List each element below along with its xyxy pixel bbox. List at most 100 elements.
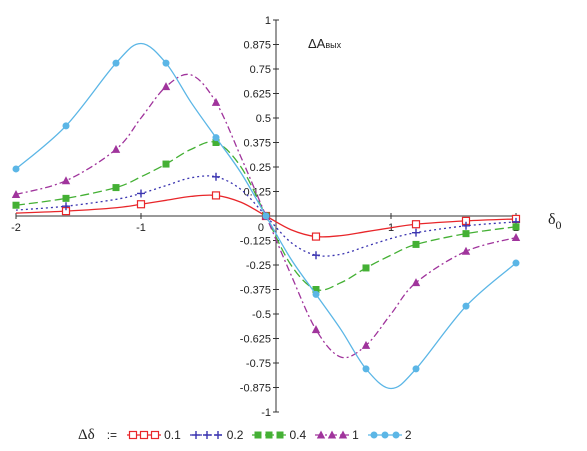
y-tick-label: 0.75	[250, 64, 271, 76]
y-tick-label: 0.375	[243, 138, 271, 150]
legend-marker	[265, 431, 273, 439]
data-point	[136, 200, 146, 209]
legend-marker	[150, 430, 160, 440]
data-point	[212, 172, 220, 181]
data-point	[462, 221, 470, 230]
legend-swatch	[367, 431, 402, 439]
y-tick-label: -0.125	[240, 236, 271, 248]
data-point	[361, 340, 371, 349]
legend-items: 0.1 0.2 0.4 1 2	[127, 428, 420, 442]
data-point	[11, 189, 21, 198]
y-tick-label: 0.625	[243, 89, 271, 101]
data-point	[362, 365, 370, 373]
y-tick-label: 1	[265, 15, 271, 27]
y-tick-label: -0.25	[246, 260, 271, 272]
legend-item: 2	[367, 428, 412, 442]
legend-marker	[381, 431, 389, 439]
data-point	[162, 59, 170, 67]
series-line	[15, 73, 517, 359]
data-point	[62, 194, 70, 202]
legend-marker	[202, 431, 211, 439]
data-point	[162, 160, 170, 168]
legend-marker	[139, 430, 149, 440]
data-point	[62, 202, 70, 211]
y-tick-label: 0.5	[256, 113, 271, 125]
legend-marker	[370, 431, 378, 439]
legend-label: 2	[404, 428, 412, 442]
x-tick-label: -2	[11, 222, 21, 234]
legend-marker	[213, 431, 222, 439]
x-axis-label: δ0	[548, 211, 562, 232]
legend-marker	[254, 431, 262, 439]
legend-assign: :=	[106, 428, 118, 442]
data-point	[111, 144, 121, 153]
legend-marker	[392, 431, 400, 439]
data-point	[511, 233, 521, 242]
legend-title: Δδ	[78, 426, 95, 443]
legend: Δδ := 0.1 0.2 0.4 1 2	[78, 426, 421, 444]
data-point	[412, 240, 420, 248]
series-2	[12, 42, 520, 390]
legend-item: 0.2	[189, 428, 244, 442]
data-point	[362, 264, 370, 272]
y-tick-label: -1	[261, 407, 271, 419]
legend-swatch	[189, 431, 224, 439]
data-point	[211, 97, 221, 106]
y-tick-label: 0.875	[243, 40, 271, 52]
data-point	[411, 220, 421, 229]
data-point	[311, 325, 321, 334]
data-point	[112, 184, 120, 192]
data-point	[262, 212, 270, 220]
data-point	[161, 82, 171, 91]
x-tick-label: -1	[136, 222, 146, 234]
y-tick-label: -0.875	[240, 383, 271, 395]
legend-swatch	[127, 430, 162, 440]
legend-marker	[338, 430, 348, 439]
data-point	[312, 290, 320, 298]
y-tick-label: -0.5	[252, 309, 271, 321]
data-point	[137, 189, 145, 198]
legend-swatch	[315, 430, 350, 439]
data-point	[412, 228, 420, 237]
data-point	[312, 286, 320, 293]
data-point	[212, 139, 220, 146]
data-point	[212, 134, 220, 142]
x-tick-label: 0	[258, 222, 264, 234]
y-tick-label: -0.75	[246, 358, 271, 370]
data-point	[461, 246, 471, 255]
data-point	[462, 302, 470, 310]
legend-item: 0.4	[252, 428, 306, 442]
data-point	[12, 165, 20, 173]
legend-marker	[316, 430, 326, 439]
data-point	[412, 365, 420, 373]
legend-item: 1	[315, 428, 359, 442]
series-1	[11, 73, 521, 359]
y-tick-label: -0.375	[240, 285, 271, 297]
y-tick-label: 0.25	[250, 162, 271, 174]
legend-label: 0.1	[164, 428, 181, 442]
data-point	[411, 278, 421, 287]
data-point	[512, 259, 520, 267]
legend-label: 1	[352, 428, 359, 442]
legend-swatch	[252, 431, 287, 439]
y-axis-label: ΔAвых	[308, 36, 342, 51]
data-point	[211, 191, 221, 200]
legend-marker	[128, 430, 138, 440]
data-point	[61, 176, 71, 185]
legend-item: 0.1	[127, 428, 181, 442]
legend-label: 0.4	[289, 428, 307, 442]
y-tick-label: -0.625	[240, 334, 271, 346]
legend-label: 0.2	[226, 428, 244, 442]
data-point	[62, 122, 70, 130]
data-point	[12, 201, 20, 209]
data-point	[512, 223, 520, 231]
data-point	[112, 59, 120, 67]
data-point	[311, 232, 321, 241]
data-point	[462, 230, 470, 238]
data-point	[312, 251, 320, 260]
legend-marker	[191, 431, 200, 439]
legend-marker	[327, 430, 337, 439]
legend-marker	[276, 431, 284, 439]
